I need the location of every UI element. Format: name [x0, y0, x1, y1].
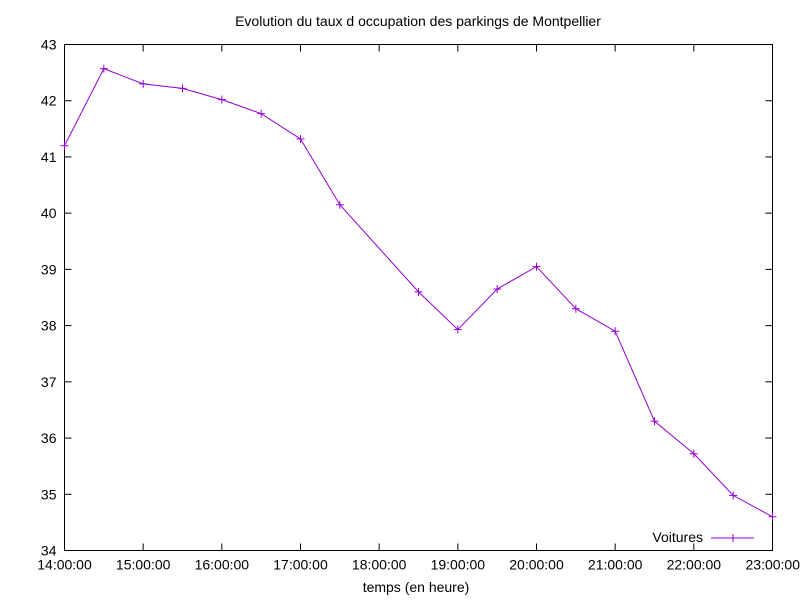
data-point: [729, 491, 738, 500]
legend-marker-voitures: [729, 534, 737, 542]
data-point: [493, 285, 502, 294]
data-point: [60, 141, 69, 150]
legend: Voitures: [652, 529, 754, 545]
y-tick-label: 39: [41, 261, 57, 277]
data-point: [532, 262, 541, 271]
plot-frame: [64, 44, 773, 551]
y-tick-label: 34: [41, 543, 57, 559]
y-tick-label: 37: [41, 374, 57, 390]
data-point: [139, 79, 148, 88]
data-point: [99, 64, 108, 73]
data-point: [296, 134, 305, 143]
data-point: [257, 109, 266, 118]
y-tick-label: 41: [41, 149, 57, 165]
data-point: [453, 325, 462, 334]
legend-label-voitures: Voitures: [652, 529, 703, 545]
data-point: [689, 449, 698, 458]
chart-title: Evolution du taux d occupation des parki…: [235, 13, 601, 29]
x-tick-label: 14:00:00: [37, 557, 92, 573]
x-axis: 14:00:00 15:00:00 16:00:00 17:00:00 18:00:00…: [37, 44, 800, 573]
y-tick-label: 38: [41, 318, 57, 334]
y-tick-label: 40: [41, 205, 57, 221]
data-point: [217, 95, 226, 104]
data-point: [650, 417, 659, 426]
y-tick-label: 35: [41, 486, 57, 502]
data-point: [611, 327, 620, 336]
y-axis: 34 35 36 37 38 39 40 41 42 43: [41, 37, 773, 559]
x-tick-label: 22:00:00: [667, 557, 722, 573]
data-point: [178, 84, 187, 93]
x-axis-label: temps (en heure): [363, 579, 470, 595]
x-tick-label: 15:00:00: [116, 557, 171, 573]
x-tick-label: 20:00:00: [509, 557, 564, 573]
x-tick-label: 19:00:00: [431, 557, 486, 573]
data-point: [768, 512, 777, 521]
series-voitures: [60, 64, 777, 521]
x-tick-label: 18:00:00: [352, 557, 407, 573]
x-tick-label: 23:00:00: [746, 557, 800, 573]
x-tick-label: 16:00:00: [195, 557, 250, 573]
y-tick-label: 42: [41, 93, 57, 109]
data-point: [335, 200, 344, 209]
data-point: [414, 287, 423, 296]
y-tick-label: 36: [41, 430, 57, 446]
y-tick-label: 43: [41, 37, 57, 53]
series-line: [64, 68, 773, 518]
data-point: [571, 304, 580, 313]
x-tick-label: 21:00:00: [588, 557, 643, 573]
x-tick-label: 17:00:00: [273, 557, 328, 573]
